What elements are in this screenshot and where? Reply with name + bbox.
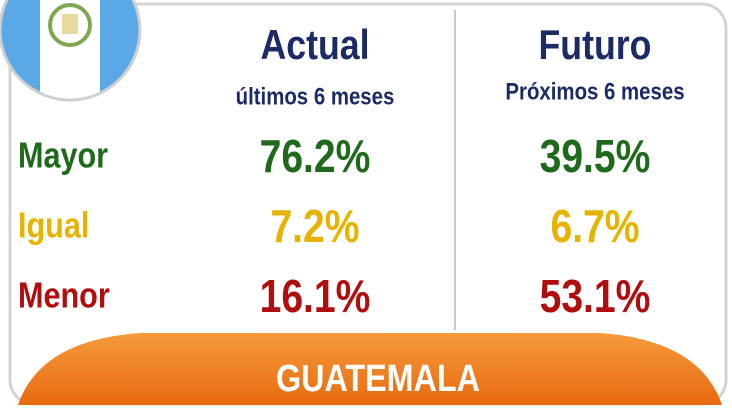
cell-value: 76.2%	[260, 131, 371, 183]
column-title: Actual	[260, 22, 369, 68]
column-title: Futuro	[539, 22, 652, 68]
footer-title: GUATEMALA	[276, 358, 480, 400]
column-subtitle: Próximos 6 meses	[505, 78, 684, 105]
row-label: Igual	[18, 206, 89, 246]
column-subtitle: últimos 6 meses	[236, 83, 395, 110]
cell-value: 53.1%	[540, 271, 651, 323]
row-label: Mayor	[18, 136, 108, 176]
cell-value: 6.7%	[550, 201, 639, 253]
cell-value: 39.5%	[540, 131, 651, 183]
cell-value: 16.1%	[260, 271, 371, 323]
row-label: Menor	[18, 276, 110, 316]
cell-value: 7.2%	[270, 201, 359, 253]
footer-band	[18, 333, 722, 405]
